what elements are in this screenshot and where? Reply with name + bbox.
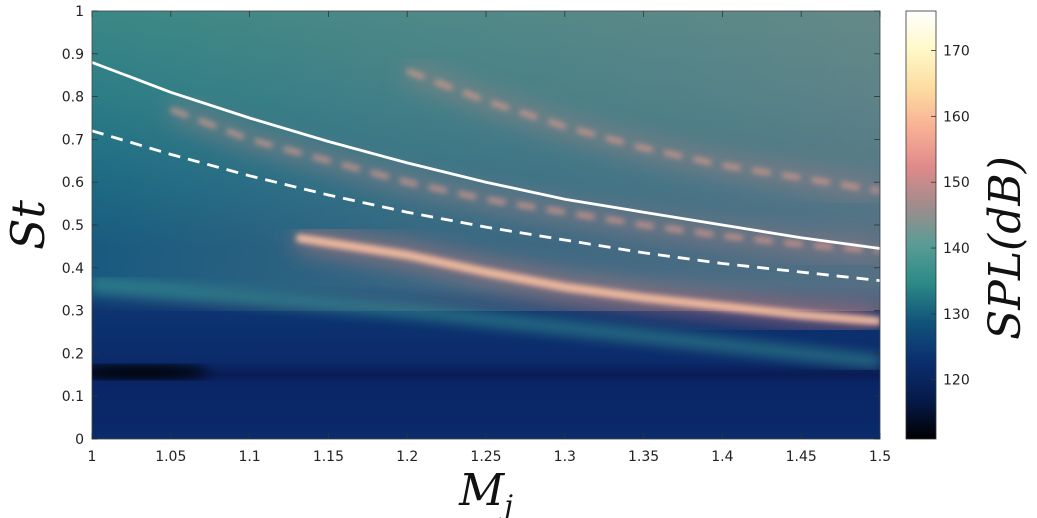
solid-curve (92, 61, 880, 250)
y-tick-label: 0.8 (62, 90, 84, 106)
y-tick-label: 0.9 (62, 47, 84, 63)
band-layer (92, 63, 880, 369)
y-tick-label: 0.2 (62, 346, 84, 362)
x-axis-ticks: 1 1.05 1.1 1.15 1.2 1.25 1.3 1.35 1.4 1.45 1.5 (88, 11, 891, 465)
x-tick-label: 1.2 (396, 449, 418, 465)
curve-layer (92, 61, 880, 282)
colorbar-tick-label: 160 (943, 109, 970, 125)
y-tick-label: 0.6 (62, 175, 84, 191)
band-harmonic (169, 107, 880, 254)
x-tick-label: 1.3 (554, 449, 576, 465)
y-tick-label: 1 (75, 4, 84, 20)
x-tick-label: 1.25 (470, 449, 501, 465)
colorbar-tick-label: 170 (943, 44, 970, 60)
band-broadband (92, 277, 880, 369)
colorbar (905, 10, 937, 440)
y-tick-label: 0 (75, 432, 84, 448)
x-tick-label: 1 (88, 449, 97, 465)
colorbar-ticks: 120 130 140 150 160 170 (931, 44, 970, 389)
x-tick-label: 1.15 (313, 449, 344, 465)
y-tick-label: 0.3 (62, 304, 84, 320)
x-tick-label: 1.05 (155, 449, 186, 465)
x-tick-label: 1.45 (786, 449, 817, 465)
x-tick-label: 1.35 (628, 449, 659, 465)
dashed-curve (92, 129, 880, 282)
y-tick-label: 0.1 (62, 389, 84, 405)
band-upper-harmonic (406, 68, 880, 194)
colorbar-tick-label: 140 (943, 241, 970, 257)
y-axis-ticks: 0 0.1 0.2 0.3 0.4 0.5 0.6 0.7 0.8 0.9 1 (62, 4, 880, 448)
x-axis-label: Mj (458, 465, 513, 518)
heatmap-dark-spot (92, 365, 210, 379)
colorbar-label: SPL(dB) (980, 156, 1031, 340)
y-tick-label: 0.5 (62, 218, 84, 234)
y-axis-label: St (1, 199, 55, 250)
x-tick-label: 1.4 (711, 449, 733, 465)
plot-area (92, 11, 880, 439)
colorbar-tick-label: 130 (943, 307, 970, 323)
colorbar-tick-label: 120 (943, 373, 970, 389)
x-tick-label: 1.5 (869, 449, 891, 465)
y-tick-label: 0.4 (62, 261, 84, 277)
y-tick-label: 0.7 (62, 132, 84, 148)
x-tick-label: 1.1 (238, 449, 260, 465)
colorbar-tick-label: 150 (943, 175, 970, 191)
band-screech-main-core (296, 236, 880, 323)
